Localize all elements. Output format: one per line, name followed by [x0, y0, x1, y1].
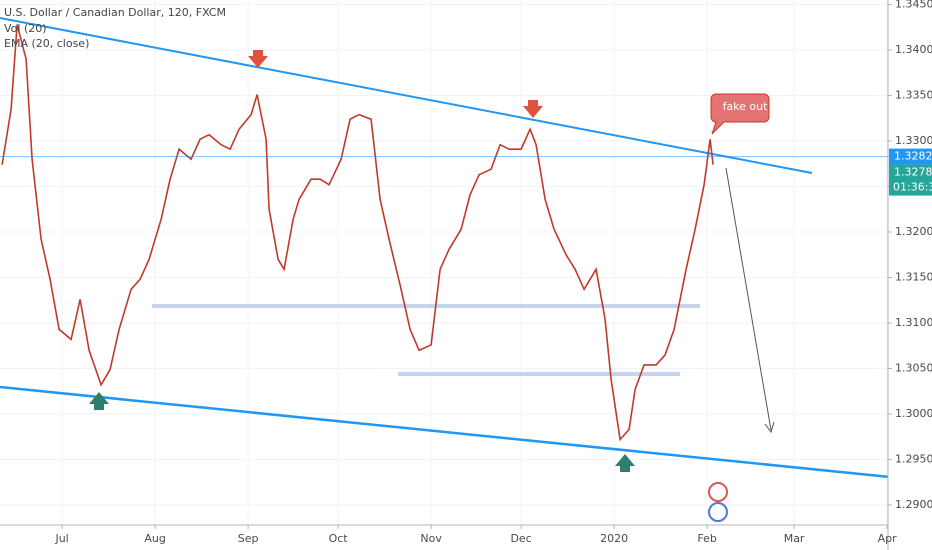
- y-tick-label: 1.30000: [895, 407, 932, 420]
- axes: 1.29000 1.29500 1.30000 1.30500 1.31000 1.315…: [54, 0, 932, 545]
- chart-title: U.S. Dollar / Canadian Dollar, 120, FXCM: [4, 6, 226, 19]
- x-tick-label: Mar: [784, 532, 805, 545]
- x-tick-label: 2020: [600, 532, 628, 545]
- logo: [708, 502, 728, 522]
- time-axis-bg: [0, 525, 932, 550]
- annotation-bubble: [710, 93, 770, 135]
- annotation-text: fake out: [723, 100, 769, 113]
- x-tick-label: Dec: [510, 532, 531, 545]
- x-tick-label: Apr: [878, 532, 898, 545]
- y-tick-label: 1.33000: [895, 134, 932, 147]
- last-price-label: 1.32829: [894, 150, 932, 163]
- x-tick-label: Sep: [238, 532, 259, 545]
- y-tick-label: 1.33500: [895, 89, 932, 102]
- up-arrow: [615, 454, 635, 472]
- down-arrow: [523, 100, 543, 118]
- arrow-head: [764, 421, 775, 434]
- x-tick-label: Nov: [420, 532, 442, 545]
- x-tick-label: Aug: [144, 532, 165, 545]
- x-tick-label: Feb: [697, 532, 716, 545]
- y-tick-label: 1.31500: [895, 271, 932, 284]
- plot: [0, 24, 888, 442]
- y-tick-label: 1.34500: [895, 0, 932, 11]
- grid: [0, 0, 888, 525]
- close-price-label: 1.32783: [894, 166, 932, 179]
- logo: [708, 482, 728, 502]
- x-tick-label: Jul: [54, 532, 68, 545]
- y-tick-label: 1.34000: [895, 43, 932, 56]
- up-arrow: [89, 392, 109, 410]
- price-axis-bg: [888, 0, 932, 550]
- lower-trend-line: [0, 385, 891, 479]
- price-line: [1, 24, 714, 442]
- close-price-box: [889, 164, 932, 196]
- y-tick-label: 1.29500: [895, 452, 932, 465]
- last-price-box: [889, 148, 932, 165]
- indicator-label: Vol (20): [4, 22, 47, 35]
- upper-trend-line: [0, 17, 813, 174]
- countdown-label: 01:36:30: [893, 181, 932, 194]
- y-tick-label: 1.30500: [895, 362, 932, 375]
- x-tick-label: Oct: [329, 532, 349, 545]
- down-arrow: [248, 50, 268, 68]
- y-tick-label: 1.29000: [895, 498, 932, 511]
- indicator-label: EMA (20, close): [4, 37, 89, 50]
- projection-arrow: [725, 167, 772, 431]
- y-tick-label: 1.32000: [895, 225, 932, 238]
- y-tick-label: 1.31000: [895, 316, 932, 329]
